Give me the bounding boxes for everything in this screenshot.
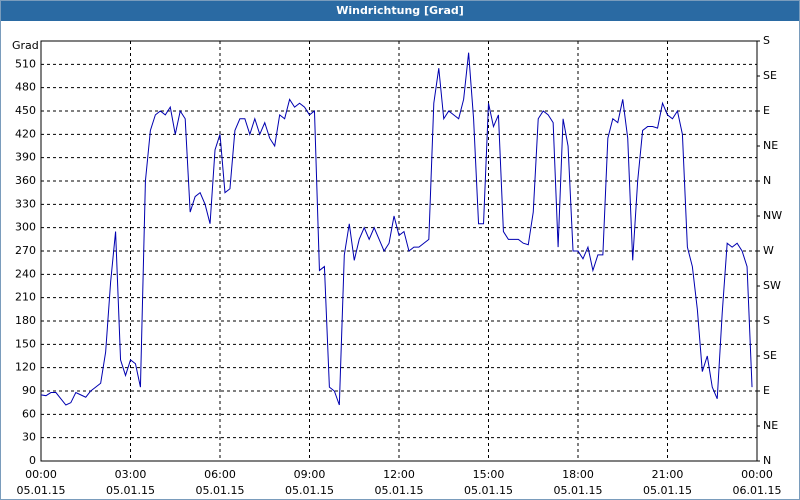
x-tick-label: 15:00: [473, 468, 505, 481]
x-tick-date: 05.01.15: [643, 484, 692, 497]
y-axis-label: Grad: [12, 39, 39, 52]
y2-tick-label: N: [763, 454, 771, 467]
x-tick-date: 05.01.15: [106, 484, 155, 497]
y2-tick-label: S: [763, 34, 770, 47]
y2-tick-label: NE: [763, 419, 778, 432]
y-tick-label: 270: [15, 244, 36, 257]
y-tick-label: 330: [15, 197, 36, 210]
y-tick-label: 180: [15, 314, 36, 327]
title-bar: [0, 0, 800, 21]
y-tick-label: 360: [15, 174, 36, 187]
x-tick-date: 05.01.15: [464, 484, 513, 497]
y-tick-label: 90: [22, 384, 36, 397]
data-line: [40, 52, 753, 406]
x-tick-date: 05.01.15: [17, 484, 66, 497]
x-tick-date: 06.01.15: [733, 484, 782, 497]
x-tick-date: 05.01.15: [375, 484, 424, 497]
x-tick-label: 00:00: [25, 468, 57, 481]
y2-tick-label: E: [763, 104, 770, 117]
x-tick-label: 18:00: [562, 468, 594, 481]
y2-tick-label: SE: [763, 69, 777, 82]
y2-tick-label: N: [763, 174, 771, 187]
y-tick-label: 120: [15, 361, 36, 374]
y2-tick-label: S: [763, 314, 770, 327]
y-tick-label: 150: [15, 337, 36, 350]
y-tick-label: 210: [15, 291, 36, 304]
y2-tick-label: SW: [763, 279, 781, 292]
x-tick-date: 05.01.15: [285, 484, 334, 497]
y-tick-label: 480: [15, 81, 36, 94]
y-tick-label: 240: [15, 267, 36, 280]
y2-tick-label: E: [763, 384, 770, 397]
y-tick-label: 30: [22, 431, 36, 444]
x-tick-label: 12:00: [383, 468, 415, 481]
y-tick-label: 390: [15, 151, 36, 164]
x-tick-label: 00:00: [741, 468, 773, 481]
y-tick-label: 510: [15, 57, 36, 70]
y-tick-label: 420: [15, 127, 36, 140]
x-tick-label: 03:00: [115, 468, 147, 481]
y-tick-label: 60: [22, 407, 36, 420]
y-tick-label: 300: [15, 221, 36, 234]
x-tick-date: 05.01.15: [196, 484, 245, 497]
x-tick-label: 21:00: [652, 468, 684, 481]
y-tick-label: 0: [29, 454, 36, 467]
y2-tick-label: SE: [763, 349, 777, 362]
x-tick-label: 09:00: [294, 468, 326, 481]
x-tick-label: 06:00: [204, 468, 236, 481]
y2-tick-label: NE: [763, 139, 778, 152]
y2-tick-label: W: [763, 244, 774, 257]
x-tick-date: 05.01.15: [554, 484, 603, 497]
y-tick-label: 450: [15, 104, 36, 117]
chart-title: Windrichtung [Grad]: [336, 4, 464, 17]
y2-tick-label: NW: [763, 209, 782, 222]
